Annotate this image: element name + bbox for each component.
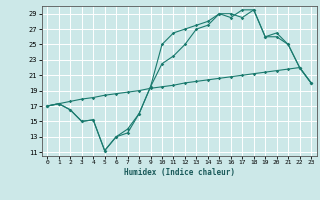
X-axis label: Humidex (Indice chaleur): Humidex (Indice chaleur)	[124, 168, 235, 177]
